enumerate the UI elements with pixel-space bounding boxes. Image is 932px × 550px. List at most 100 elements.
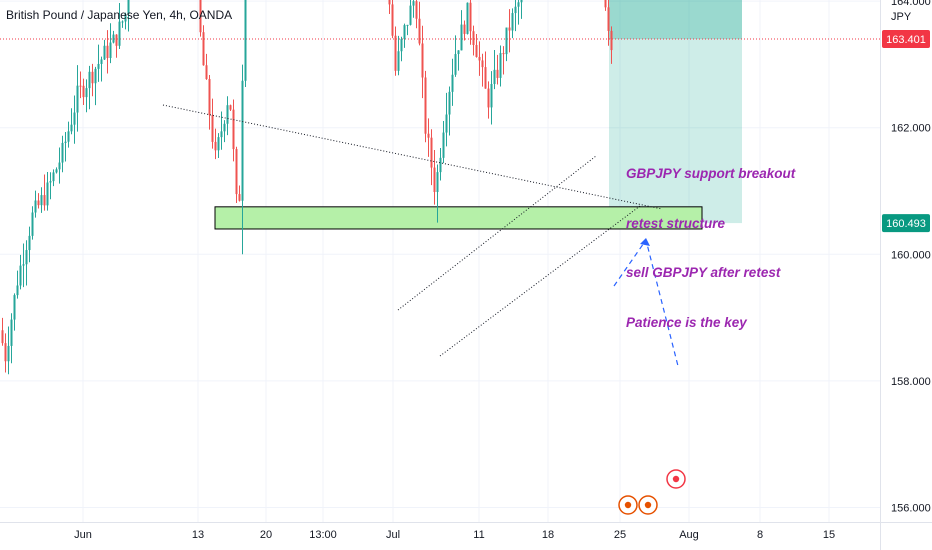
candle-body [112, 34, 115, 43]
candle-body [397, 51, 400, 71]
candle-body [13, 295, 16, 320]
candle-body [58, 162, 61, 170]
candle-body [391, 4, 394, 36]
candle-body [97, 63, 100, 69]
y-tick-label: 160.000 [891, 249, 931, 261]
zones [214, 206, 703, 230]
candle-body [121, 21, 124, 23]
annotation-line: retest structure [626, 215, 726, 231]
x-tick-label: 18 [542, 529, 554, 541]
candle-body [238, 194, 241, 201]
candle-body [4, 343, 7, 362]
open-pnl-area [609, 0, 742, 40]
candle-body [610, 30, 613, 51]
price-label [882, 30, 930, 49]
channel-upper-line[interactable] [397, 155, 597, 311]
currency-label: JPY [891, 11, 912, 23]
candle-body [481, 60, 484, 68]
candle-body [463, 24, 466, 34]
candle-body [475, 44, 478, 57]
candle-body [31, 212, 34, 236]
x-tick-label: 8 [757, 529, 763, 541]
chart-title: British Pound / Japanese Yen, 4h, OANDA [6, 8, 233, 22]
candle-body [403, 25, 406, 40]
candle-body [220, 131, 223, 138]
candle-body [118, 21, 121, 46]
candle-body [454, 54, 457, 75]
candle-body [418, 18, 421, 44]
candle-body [457, 50, 460, 55]
candle-body [28, 235, 31, 251]
x-tick-label: Aug [679, 529, 699, 541]
annotation-line: GBPJPY support breakout [626, 166, 796, 181]
candle-body [70, 124, 73, 132]
y-tick-label: 156.000 [891, 503, 931, 515]
candle-body [88, 71, 91, 89]
x-tick-label: 25 [614, 529, 626, 541]
candle-body [34, 200, 37, 213]
candle-body [460, 24, 463, 51]
x-tick-label: 13 [192, 529, 204, 541]
x-tick-label: 20 [260, 529, 272, 541]
x-tick-label: 11 [473, 529, 484, 541]
candle-body [514, 6, 517, 14]
candle-body [109, 42, 112, 58]
candle-body [106, 45, 109, 58]
y-tick-label: 164.000 [891, 0, 931, 8]
economic-event-icon-dot [624, 501, 632, 509]
candle-body [412, 1, 415, 6]
candle-body [241, 80, 244, 201]
take-profit-area[interactable] [609, 0, 742, 224]
candle-body [214, 141, 217, 151]
candle-body [448, 91, 451, 115]
candle-body [127, 0, 130, 15]
zone-rectangle[interactable] [214, 206, 703, 230]
candle-body [1, 330, 4, 344]
candle-body [409, 5, 412, 25]
candle-body [493, 69, 496, 84]
candle-body [73, 112, 76, 125]
candle-body [388, 0, 391, 5]
candle-body [436, 172, 439, 192]
annotation-text: GBPJPY support breakout retest structure… [626, 133, 795, 364]
candle-body [424, 77, 427, 134]
candle-body [103, 45, 106, 60]
candle-body [67, 131, 70, 142]
candle-body [517, 2, 520, 7]
candle-body [10, 319, 13, 346]
x-tick-label: Jun [74, 529, 92, 541]
short-position-tool [0, 0, 880, 224]
candle-body [7, 345, 10, 362]
annotation-line: Patience is the key [626, 314, 747, 330]
candle-body [235, 149, 238, 195]
economic-event-icon-dot [672, 475, 680, 483]
price-label-text: 163.401 [886, 34, 926, 46]
candle-body [19, 265, 22, 286]
candle-body [115, 34, 118, 46]
candle-body [490, 83, 493, 108]
candle-body [607, 7, 610, 31]
candle-body [79, 85, 82, 87]
candle-body [445, 114, 448, 133]
candle-body [487, 88, 490, 108]
y-tick-label: 162.000 [891, 123, 931, 135]
candle-body [61, 142, 64, 163]
candle-body [505, 27, 508, 55]
candle-body [55, 169, 58, 173]
annotation-line: sell GBPJPY after retest [626, 265, 781, 280]
candle-body [85, 88, 88, 98]
candle-body [46, 182, 49, 206]
x-tick-label: 15 [823, 529, 835, 541]
candle-body [421, 43, 424, 78]
candle-body [208, 79, 211, 116]
candle-body [478, 56, 481, 61]
candle-body [37, 200, 40, 206]
candle-body [91, 71, 94, 84]
descending-trendline[interactable] [162, 104, 663, 210]
candle-body [442, 132, 445, 158]
candle-body [472, 31, 475, 45]
trend-lines [162, 104, 686, 515]
candle-body [16, 285, 19, 296]
